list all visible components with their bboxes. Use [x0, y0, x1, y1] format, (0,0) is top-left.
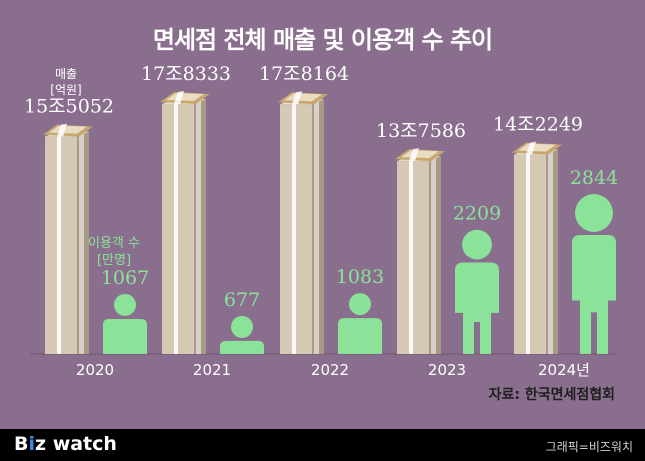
- money-bundle-bill-2: [284, 93, 322, 102]
- legend-visitors-line2: [만명]: [97, 253, 131, 268]
- visitor-label-4: 2844: [570, 167, 618, 189]
- category-label-1: 2021: [193, 361, 231, 379]
- brand-logo: Biz watch: [14, 433, 117, 455]
- category-label-0: 2020: [76, 361, 114, 379]
- revenue-bar-band-side-1: [196, 101, 201, 354]
- money-bundle-strap-4: [526, 141, 536, 155]
- money-bundle-1: [160, 91, 210, 104]
- category-label-2: 2022: [311, 361, 349, 379]
- brand-z: z: [35, 433, 47, 455]
- money-bundle-bill-4: [518, 143, 556, 152]
- visitor-figure-2: [338, 293, 382, 354]
- money-bundle-bill-0: [49, 125, 87, 134]
- visitor-body-3: [455, 262, 499, 354]
- revenue-bar-3: [395, 148, 445, 354]
- revenue-bar-0: [43, 123, 93, 354]
- graphic-credit: 그래픽=비즈워치: [545, 440, 633, 454]
- revenue-label-0: 15조5052: [24, 96, 114, 118]
- money-bundle-strap-3: [409, 148, 419, 162]
- footer-bar: Biz watch 그래픽=비즈워치: [0, 429, 645, 461]
- visitor-label-3: 2209: [453, 203, 501, 225]
- brand-watch: watch: [52, 433, 117, 455]
- revenue-bar-band-0: [57, 136, 61, 354]
- revenue-bar-band-side-3: [431, 158, 436, 354]
- revenue-bar-band-3: [409, 161, 413, 354]
- revenue-bar-band-side-2: [314, 101, 319, 355]
- revenue-bar-band-4: [526, 154, 530, 354]
- revenue-bar-2: [278, 91, 328, 355]
- visitor-figure-3: [455, 229, 499, 354]
- revenue-bar-1: [160, 91, 210, 354]
- money-bundle-bill-3: [401, 150, 439, 159]
- money-bundle-4: [512, 141, 562, 155]
- money-bundle-strap-1: [174, 91, 184, 104]
- money-bundle-strap-2: [292, 91, 302, 105]
- revenue-bar-band-1: [174, 104, 178, 354]
- revenue-label-1: 17조8333: [141, 63, 231, 85]
- money-bundle-strap-0: [57, 123, 67, 137]
- legend-revenue-line2: [억원]: [50, 83, 81, 97]
- money-bundle-bill-1: [166, 93, 204, 101]
- visitor-figure-4: [572, 194, 616, 354]
- category-label-3: 2023: [428, 361, 466, 379]
- money-bundle-2: [278, 91, 328, 105]
- revenue-label-4: 14조2249: [493, 114, 583, 136]
- money-bundle-3: [395, 148, 445, 162]
- category-label-4: 2024년: [538, 361, 590, 379]
- revenue-label-3: 13조7586: [376, 120, 466, 142]
- visitor-body-2: [338, 318, 382, 354]
- source-note: 자료: 한국면세점협회: [488, 387, 615, 403]
- visitor-body-1: [220, 340, 264, 354]
- visitor-label-2: 1083: [336, 266, 384, 288]
- chart-title: 면세점 전체 매출 및 이용객 수 추이: [152, 26, 493, 54]
- visitor-label-1: 677: [224, 289, 260, 311]
- visitor-figure-0: [103, 293, 147, 354]
- legend-revenue-line1: 매출: [55, 67, 77, 81]
- visitor-head-2: [349, 293, 371, 316]
- revenue-bar-4: [512, 141, 562, 354]
- visitor-figure-1: [220, 315, 264, 354]
- money-bundle-0: [43, 123, 93, 137]
- revenue-bar-band-2: [292, 104, 296, 355]
- visitor-body-0: [103, 318, 147, 354]
- revenue-label-2: 17조8164: [259, 63, 349, 85]
- visitor-head-0: [114, 293, 136, 316]
- revenue-bar-band-side-0: [79, 133, 84, 354]
- legend-visitors-line1: 이용객 수: [88, 236, 140, 251]
- visitor-label-0: 1067: [101, 267, 149, 289]
- visitor-head-4: [575, 194, 613, 232]
- brand-i: i: [28, 433, 35, 455]
- visitor-head-3: [462, 229, 492, 260]
- visitor-head-1: [231, 315, 253, 338]
- visitor-body-4: [572, 235, 616, 354]
- revenue-bar-band-side-4: [548, 151, 553, 354]
- brand-b: B: [14, 433, 29, 455]
